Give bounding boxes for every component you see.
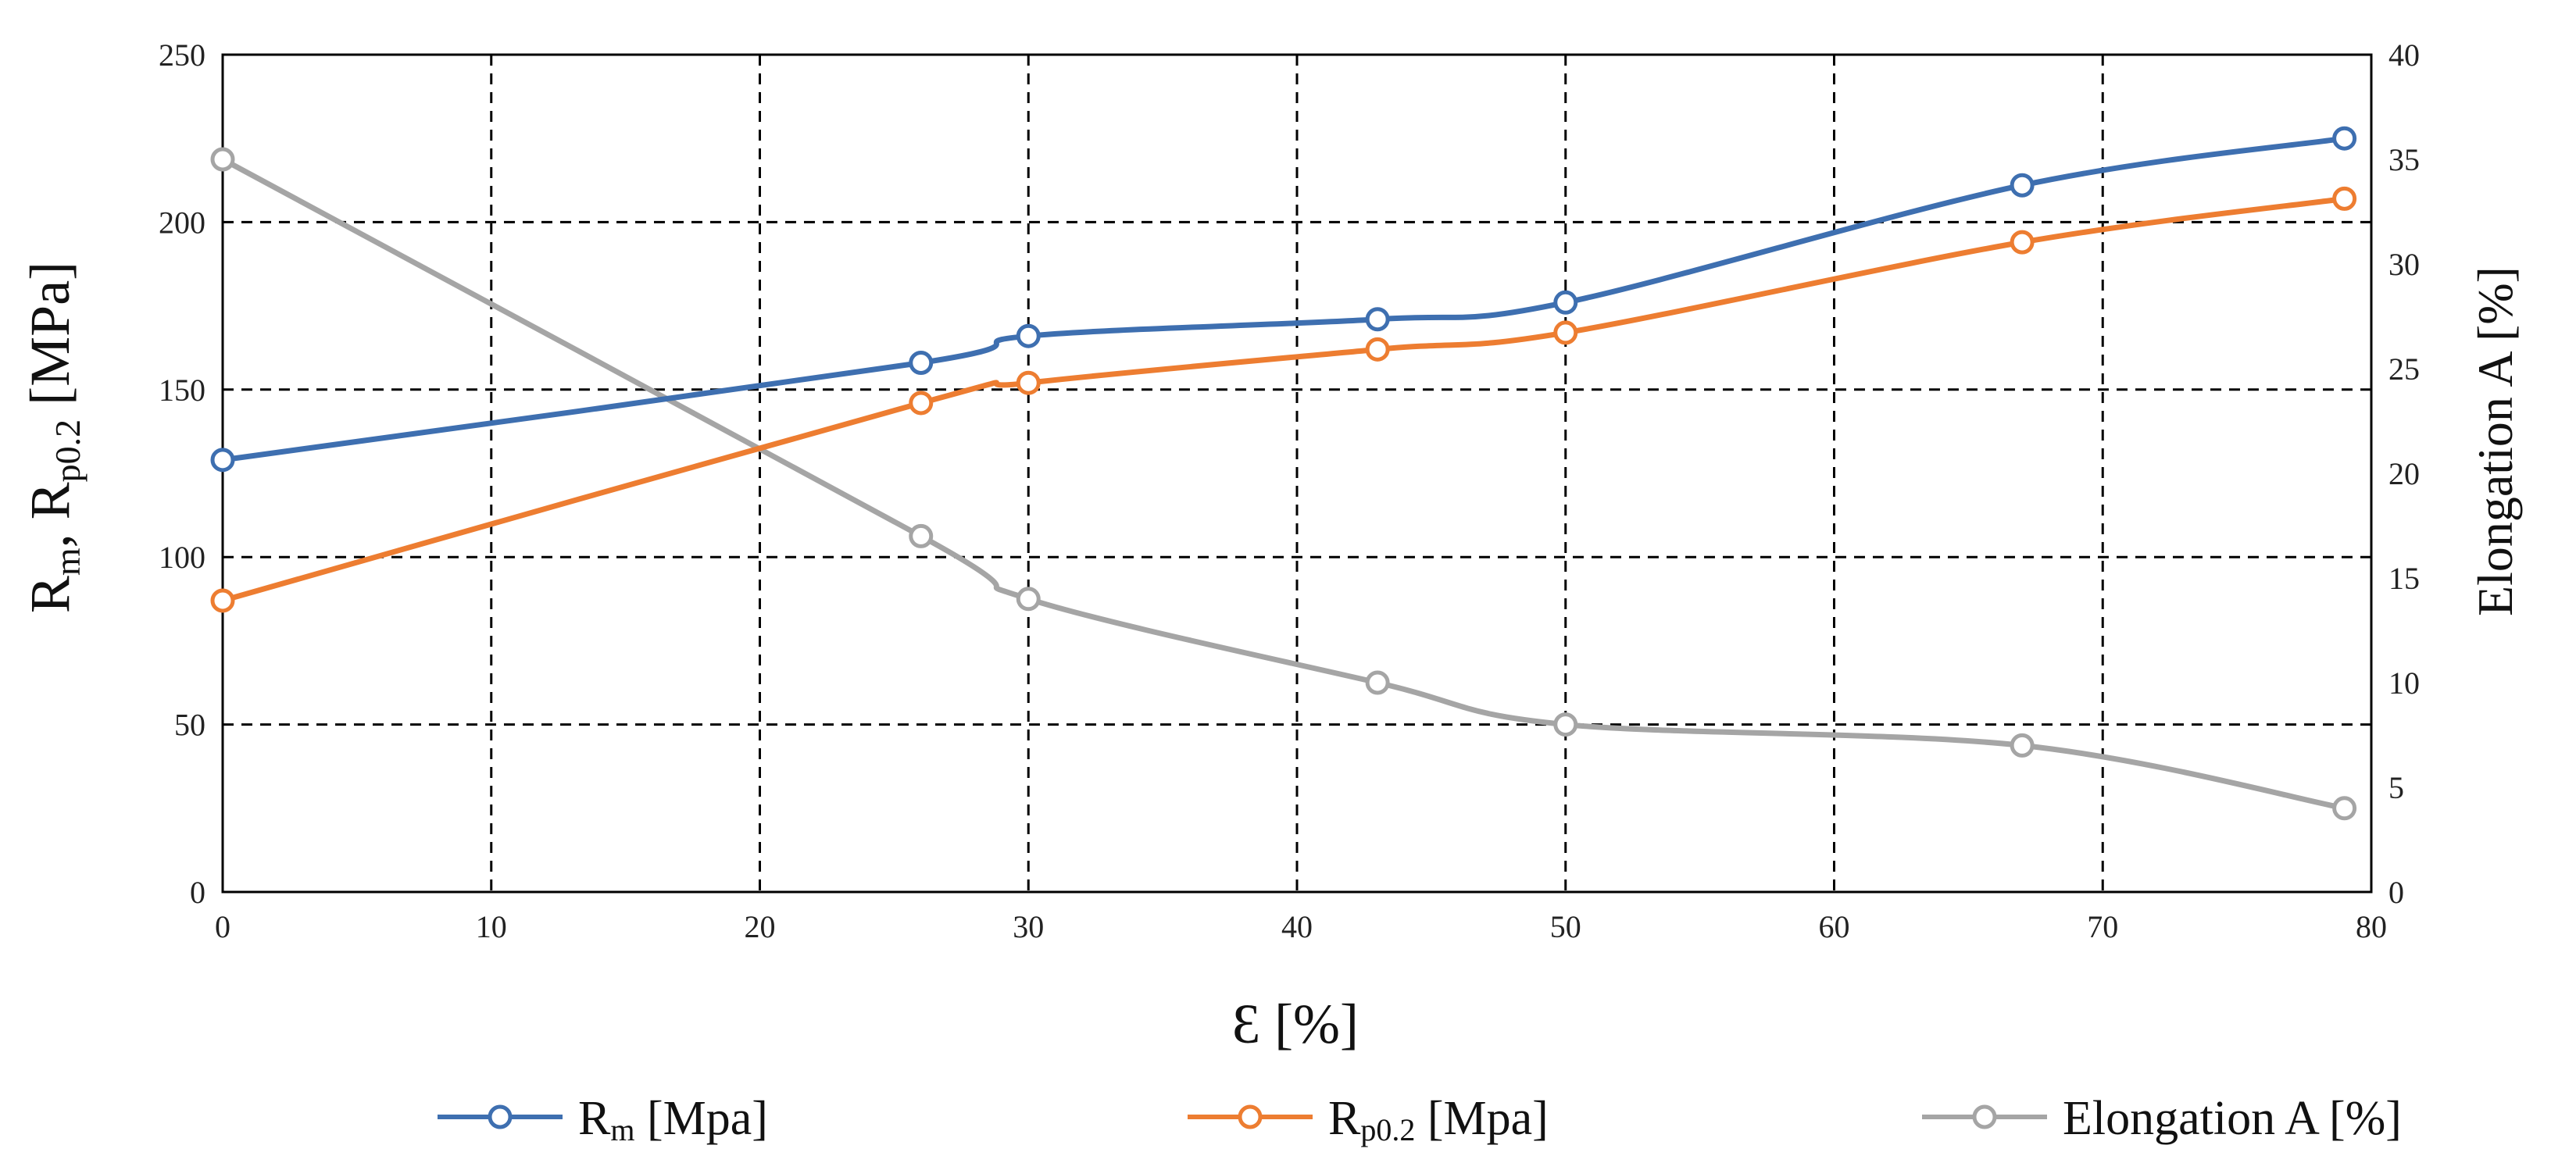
y-right-tick-label: 40 xyxy=(2388,37,2420,73)
x-tick-label: 70 xyxy=(2087,909,2118,944)
y-left-tick-label: 250 xyxy=(159,37,205,73)
data-point-rm xyxy=(1553,290,1578,315)
x-tick-label: 20 xyxy=(745,909,776,944)
x-tick-label: 40 xyxy=(1281,909,1313,944)
y-left-tick-label: 150 xyxy=(159,373,205,408)
data-point-rp02 xyxy=(210,588,235,613)
legend-marker-rp02 xyxy=(1238,1104,1263,1129)
y-right-tick-label: 30 xyxy=(2388,247,2420,282)
legend-item-rm: Rm [Mpa] xyxy=(438,1092,768,1147)
y-right-tick-label: 20 xyxy=(2388,456,2420,491)
legend-item-rp02: Rp0.2 [Mpa] xyxy=(1188,1092,1549,1147)
data-point-elongation xyxy=(1553,712,1578,737)
data-point-rm xyxy=(1365,307,1390,332)
y-left-tick-label: 50 xyxy=(174,708,205,743)
grid-layer xyxy=(221,53,2373,894)
data-point-elongation xyxy=(210,147,235,172)
x-tick-label: 30 xyxy=(1013,909,1044,944)
series-line-elongation xyxy=(220,156,2348,812)
data-point-rp02 xyxy=(2010,230,2035,255)
data-point-elongation xyxy=(2010,733,2035,758)
y-right-tick-label: 5 xyxy=(2388,770,2404,805)
data-point-rm xyxy=(2010,173,2035,198)
data-point-rp02 xyxy=(2332,186,2357,211)
legend-label-rm: Rm [Mpa] xyxy=(578,1092,768,1147)
data-point-rm xyxy=(1016,323,1041,348)
series-rp02 xyxy=(210,186,2357,613)
x-tick-label: 60 xyxy=(1819,909,1850,944)
data-point-elongation xyxy=(2332,796,2357,821)
series-line-rp02 xyxy=(220,195,2348,604)
legend-marker-rm xyxy=(488,1104,513,1129)
data-point-rp02 xyxy=(1365,337,1390,362)
y-right-tick-label: 25 xyxy=(2388,351,2420,387)
tick-labels: 0 10 20 30 40 50 60 70 8005010015020025005101520… xyxy=(159,37,2420,944)
y-right-tick-label: 15 xyxy=(2388,561,2420,596)
data-point-rm xyxy=(909,350,934,375)
x-tick-label: 10 xyxy=(476,909,507,944)
data-point-elongation xyxy=(909,523,934,548)
y-right-tick-label: 10 xyxy=(2388,665,2420,701)
y-right-tick-label: 35 xyxy=(2388,142,2420,177)
y-right-tick-label: 0 xyxy=(2388,875,2404,910)
plot-area-border xyxy=(221,53,2373,894)
data-point-rm xyxy=(210,448,235,473)
data-point-rp02 xyxy=(1016,370,1041,395)
legend-marker-elongation xyxy=(1972,1104,1997,1129)
y-left-tick-label: 0 xyxy=(190,875,205,910)
x-tick-label: 0 xyxy=(215,909,230,944)
data-point-elongation xyxy=(1365,670,1390,695)
data-point-rp02 xyxy=(909,391,934,416)
data-point-elongation xyxy=(1016,587,1041,612)
data-point-rp02 xyxy=(1553,320,1578,345)
series-rm xyxy=(210,126,2357,473)
x-tick-label: 50 xyxy=(1550,909,1581,944)
y-left-axis-title: Rm, Rp0.2 [MPa] xyxy=(19,262,88,613)
y-left-tick-label: 200 xyxy=(159,205,205,240)
x-axis-title: Ɛ [%] xyxy=(1232,993,1359,1055)
x-tick-label: 80 xyxy=(2356,909,2387,944)
y-right-axis-title: Elongation A [%] xyxy=(2467,266,2523,616)
legend-label-rp02: Rp0.2 [Mpa] xyxy=(1328,1092,1549,1147)
legend-label-elongation: Elongation A [%] xyxy=(2063,1092,2402,1145)
legend-item-elongation: Elongation A [%] xyxy=(1922,1092,2402,1145)
series-layer xyxy=(210,126,2357,821)
legend: Rm [Mpa] Rp0.2 [Mpa] Elongation A [%] xyxy=(438,1092,2402,1147)
y-left-tick-label: 100 xyxy=(159,540,205,575)
series-elongation xyxy=(210,147,2357,821)
data-point-rm xyxy=(2332,126,2357,151)
series-line-rm xyxy=(220,135,2348,463)
